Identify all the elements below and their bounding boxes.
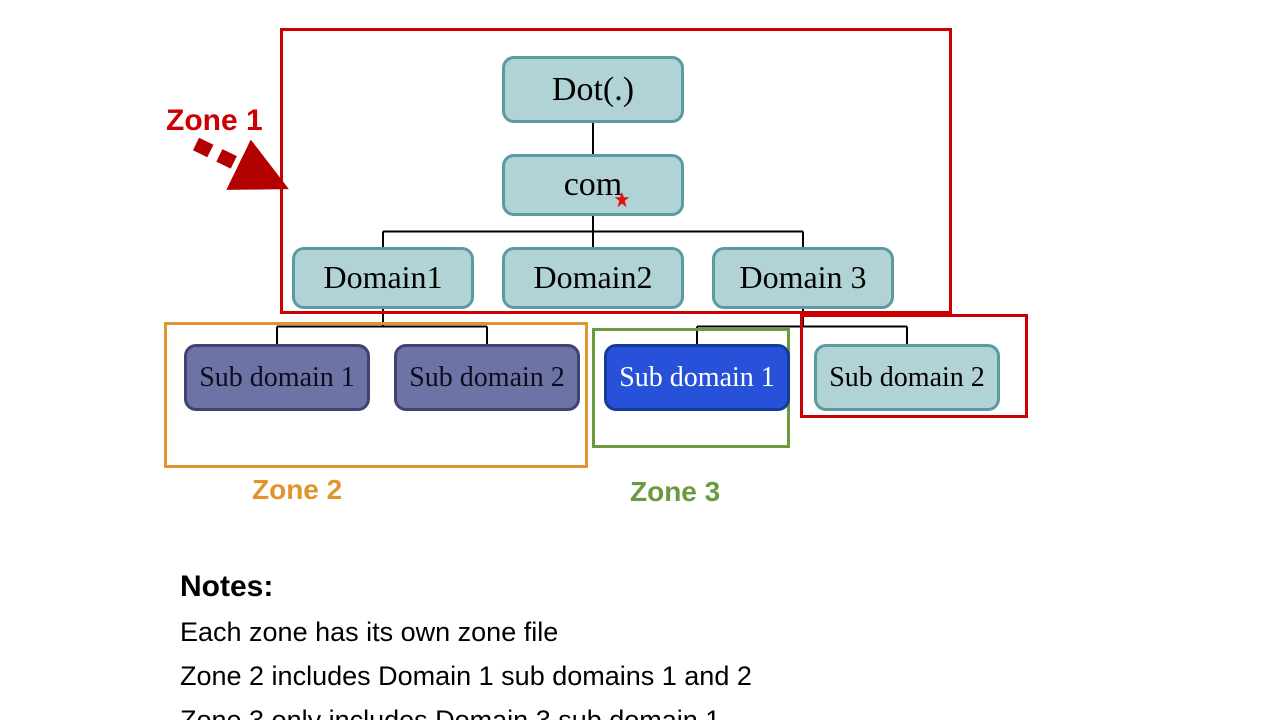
node-label: Sub domain 2 (829, 363, 985, 392)
zone-2-label: Zone 2 (252, 474, 342, 506)
node-root-dot: Dot(.) (502, 56, 684, 123)
zone-3-label: Zone 3 (630, 476, 720, 508)
node-subdomain-3b: Sub domain 2 (814, 344, 1000, 411)
notes-line: Zone 2 includes Domain 1 sub domains 1 a… (180, 661, 752, 692)
laser-pointer-icon (613, 191, 631, 209)
notes-section: Notes: Each zone has its own zone file Z… (180, 570, 752, 720)
zone-1-label: Zone 1 (166, 104, 263, 138)
notes-line: Each zone has its own zone file (180, 617, 752, 648)
notes-heading: Notes: (180, 570, 752, 604)
diagram-canvas: Zone 1 Zone 2 Zone 3 Dot(.) com Domain1 … (0, 0, 1280, 720)
node-label: Domain2 (533, 261, 652, 295)
node-com: com (502, 154, 684, 216)
node-domain-2: Domain2 (502, 247, 684, 309)
notes-line: Zone 3 only includes Domain 3 sub domain… (180, 705, 752, 720)
node-subdomain-3a: Sub domain 1 (604, 344, 790, 411)
node-label: Sub domain 1 (619, 363, 775, 392)
node-label: Dot(.) (552, 72, 634, 108)
node-subdomain-1a: Sub domain 1 (184, 344, 370, 411)
node-label: Domain1 (323, 261, 442, 295)
node-label: Sub domain 2 (409, 363, 565, 392)
node-subdomain-1b: Sub domain 2 (394, 344, 580, 411)
node-domain-3: Domain 3 (712, 247, 894, 309)
node-domain-1: Domain1 (292, 247, 474, 309)
node-label: Sub domain 1 (199, 363, 355, 392)
node-label: Domain 3 (739, 261, 866, 295)
